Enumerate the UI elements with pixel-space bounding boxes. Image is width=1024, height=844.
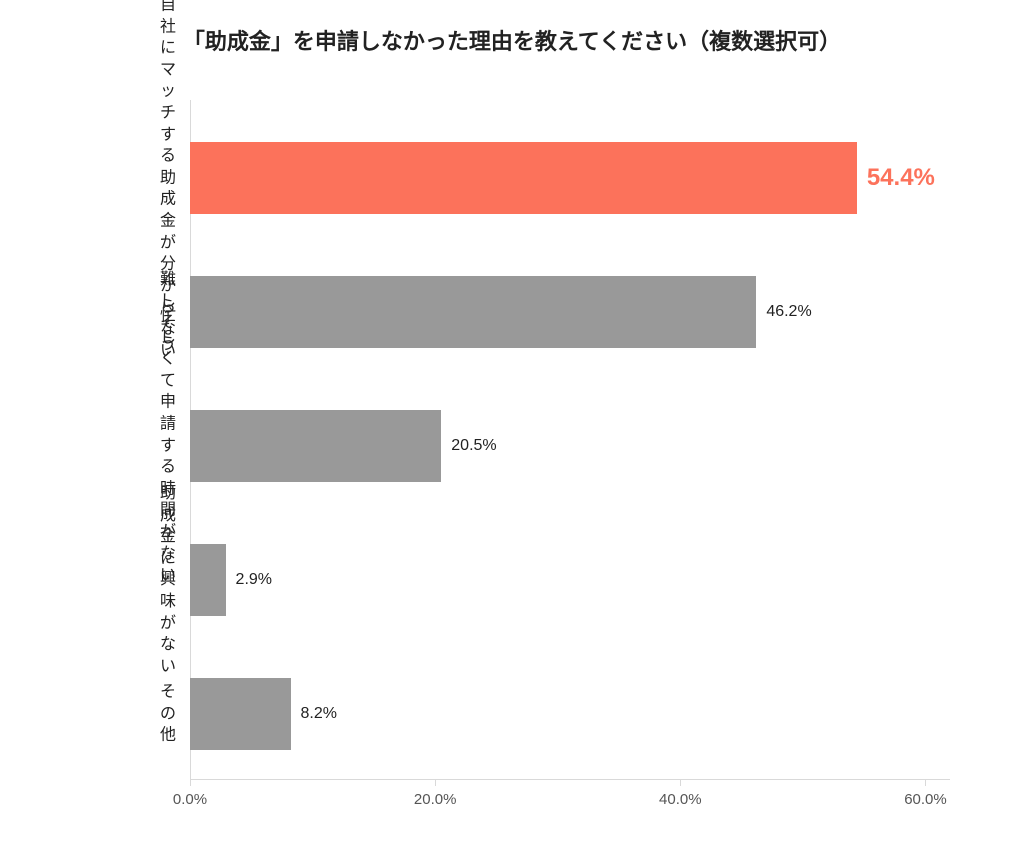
- bar: 20.5%: [190, 410, 441, 482]
- x-tick-label: 0.0%: [173, 791, 207, 808]
- x-tick: [680, 780, 681, 786]
- chart-container: 「助成金」を申請しなかった理由を教えてください（複数選択可） 0.0%20.0%…: [0, 0, 1024, 844]
- x-tick-label: 20.0%: [414, 791, 457, 808]
- bar-row: 難しそう46.2%: [190, 276, 950, 348]
- chart-title: 「助成金」を申請しなかった理由を教えてください（複数選択可）: [0, 24, 1024, 56]
- x-tick-label: 60.0%: [904, 791, 947, 808]
- category-label: その他: [160, 682, 190, 747]
- value-label: 46.2%: [756, 303, 811, 321]
- category-label: 助成金に興味がない: [160, 483, 190, 677]
- value-label: 2.9%: [226, 571, 272, 589]
- x-tick: [190, 780, 191, 786]
- value-label: 8.2%: [291, 705, 337, 723]
- value-label: 54.4%: [857, 164, 935, 192]
- x-axis-line: [190, 779, 950, 780]
- bar: 46.2%: [190, 276, 756, 348]
- plot-area: 0.0%20.0%40.0%60.0%自社にマッチする 助成金が分からない54.…: [190, 100, 950, 780]
- x-tick: [925, 780, 926, 786]
- bar-row: 自社にマッチする 助成金が分からない54.4%: [190, 142, 950, 214]
- bar: 8.2%: [190, 678, 291, 750]
- bar-row: 助成金に興味がない2.9%: [190, 544, 950, 616]
- x-tick: [435, 780, 436, 786]
- value-label: 20.5%: [441, 437, 496, 455]
- bar-row: その他8.2%: [190, 678, 950, 750]
- bar: 2.9%: [190, 544, 226, 616]
- bar: 54.4%: [190, 142, 857, 214]
- x-tick-label: 40.0%: [659, 791, 702, 808]
- bar-row: 忙しくて申請する 時間がない20.5%: [190, 410, 950, 482]
